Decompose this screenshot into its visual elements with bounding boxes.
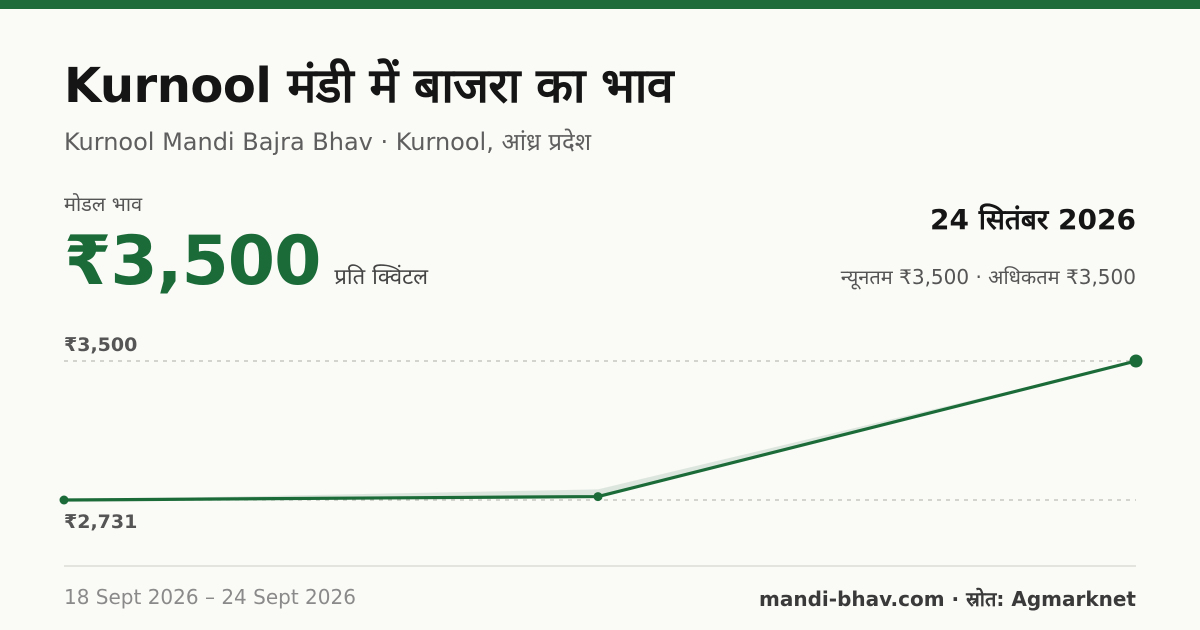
page-title: Kurnool मंडी में बाजरा का भाव: [64, 58, 674, 114]
data-point-3: [1129, 354, 1143, 368]
top-accent-bar: [0, 0, 1200, 9]
min-max-band: [64, 361, 1136, 500]
min-max-range: न्यूनतम ₹3,500 · अधिकतम ₹3,500: [840, 265, 1136, 289]
footer-divider: [64, 565, 1136, 567]
modal-price-label: मोडल भाव: [64, 192, 143, 216]
footer-date-range: 18 Sept 2026 – 24 Sept 2026: [64, 585, 356, 609]
price-unit: प्रति क्विंटल: [334, 265, 429, 290]
y-label-max: ₹3,500: [64, 334, 137, 356]
price-block: ₹3,500 प्रति क्विंटल: [64, 222, 428, 301]
data-point-1: [59, 495, 69, 505]
price-date: 24 सितंबर 2026: [930, 203, 1136, 236]
footer-source: mandi-bhav.com · स्रोत: Agmarknet: [759, 587, 1136, 611]
y-label-min: ₹2,731: [64, 511, 137, 533]
page-subtitle: Kurnool Mandi Bajra Bhav · Kurnool, आंध्…: [64, 128, 592, 156]
modal-price-line: [62, 359, 1138, 502]
modal-price-value: ₹3,500: [64, 222, 321, 301]
data-point-2: [593, 492, 603, 502]
